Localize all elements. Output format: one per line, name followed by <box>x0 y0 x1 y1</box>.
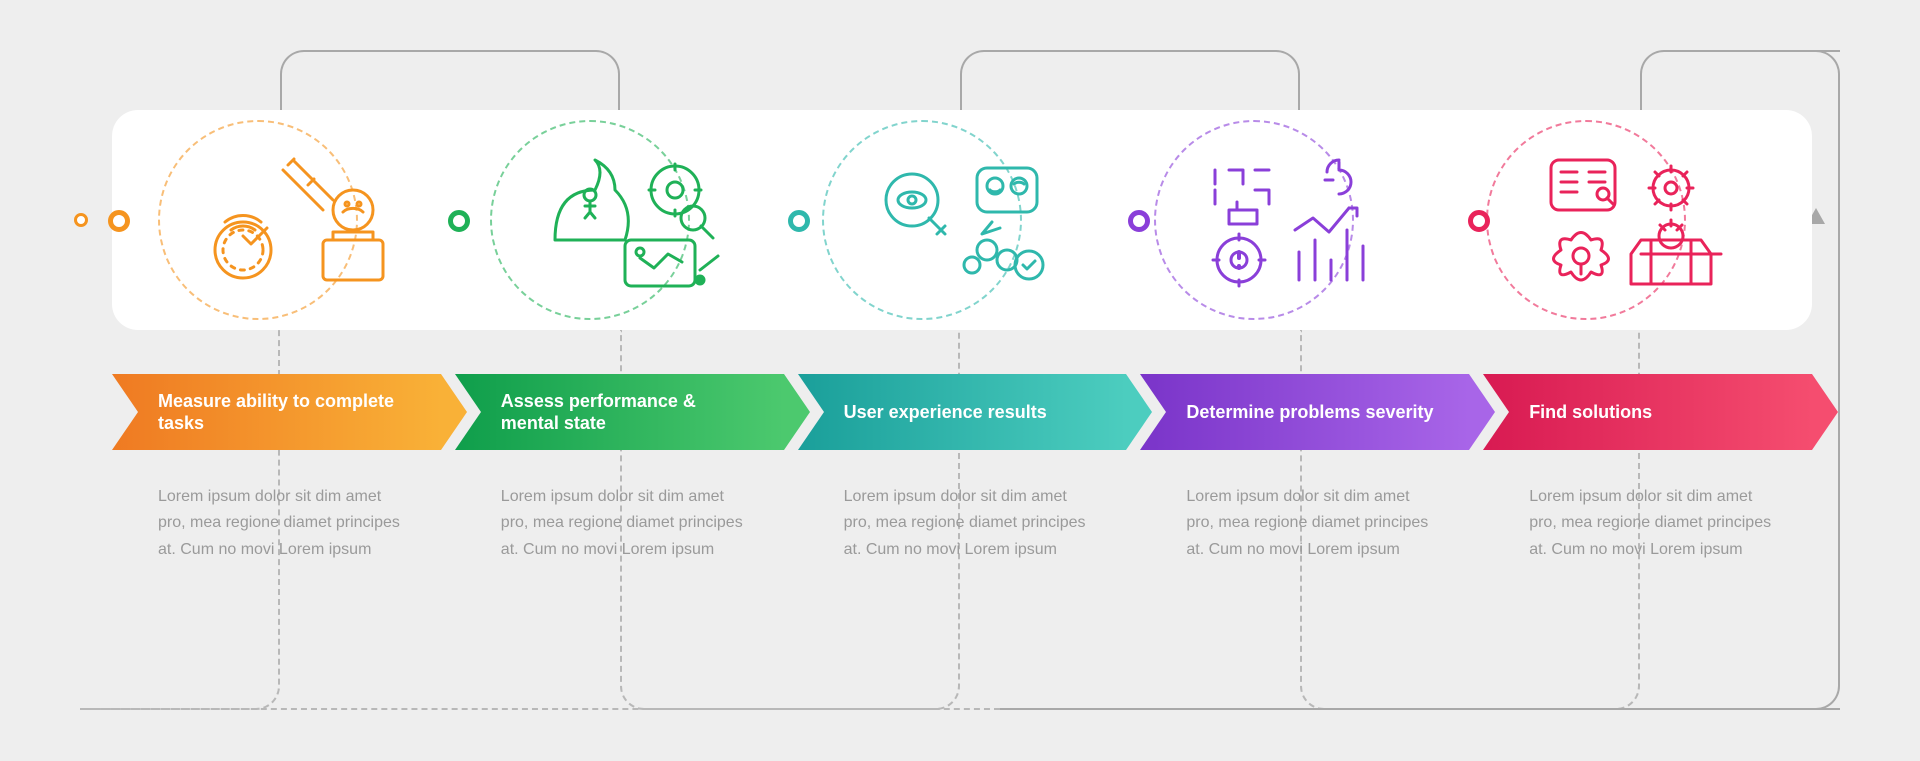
icon-cell-assess <box>480 120 780 320</box>
arrow-row: Measure ability to complete tasks .arrow… <box>112 374 1812 450</box>
start-dot <box>74 213 88 227</box>
node-dot-5 <box>1468 210 1490 232</box>
arrow-measure: Measure ability to complete tasks .arrow… <box>112 374 441 450</box>
description-ux: Lorem ipsum dolor sit dim amet pro, mea … <box>798 470 1127 563</box>
description-solutions: Lorem ipsum dolor sit dim amet pro, mea … <box>1483 470 1812 563</box>
node-dot-2 <box>448 210 470 232</box>
icon-cell-severity <box>1144 120 1444 320</box>
arrow-label: Find solutions <box>1529 401 1652 424</box>
connector-return <box>1840 50 1842 710</box>
arrow-label: Assess performance & mental state <box>501 390 754 435</box>
description-measure: Lorem ipsum dolor sit dim amet pro, mea … <box>112 470 441 563</box>
icon-card-row <box>112 110 1812 330</box>
connector-return-bottom <box>1000 708 1840 710</box>
infographic-stage: Measure ability to complete tasks .arrow… <box>80 50 1840 710</box>
arrow-solutions: Find solutions .arrow:nth-child(5)::afte… <box>1483 374 1812 450</box>
description-severity: Lorem ipsum dolor sit dim amet pro, mea … <box>1140 470 1469 563</box>
node-dot-3 <box>788 210 810 232</box>
arrow-label: User experience results <box>844 401 1047 424</box>
connector-return-bottom2 <box>80 708 1000 710</box>
icon-cell-measure <box>148 120 448 320</box>
arrow-severity: Determine problems severity .arrow:nth-c… <box>1140 374 1469 450</box>
arrow-assess: Assess performance & mental state .arrow… <box>455 374 784 450</box>
description-row: Lorem ipsum dolor sit dim amet pro, mea … <box>112 470 1812 563</box>
arrow-label: Determine problems severity <box>1186 401 1433 424</box>
node-dot-1 <box>108 210 130 232</box>
arrow-label: Measure ability to complete tasks <box>158 390 411 435</box>
node-dot-4 <box>1128 210 1150 232</box>
description-assess: Lorem ipsum dolor sit dim amet pro, mea … <box>455 470 784 563</box>
arrow-ux: User experience results .arrow:nth-child… <box>798 374 1127 450</box>
icon-cell-solutions <box>1476 120 1776 320</box>
icon-cell-ux <box>812 120 1112 320</box>
